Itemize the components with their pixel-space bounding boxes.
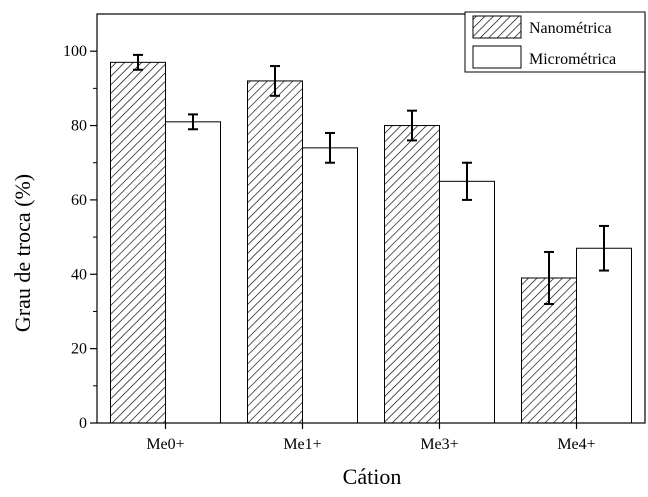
legend-label-nanometrica: Nanométrica bbox=[529, 20, 612, 37]
y-tick-label: 60 bbox=[71, 192, 87, 209]
y-tick-label: 80 bbox=[71, 118, 87, 135]
x-tick-label: Me4+ bbox=[557, 436, 595, 453]
bars-layer bbox=[110, 61, 632, 424]
x-tick-label: Me0+ bbox=[146, 436, 184, 453]
y-tick-label: 20 bbox=[71, 341, 87, 358]
bar-nanometrica-me0plus bbox=[110, 61, 166, 424]
error-bar-nanometrica-me0plus bbox=[133, 53, 143, 71]
legend-swatch-nanometrica bbox=[472, 15, 522, 39]
y-tick-label: 40 bbox=[71, 266, 87, 283]
y-tick-label: 0 bbox=[79, 415, 87, 432]
error-bar-micrometrica-me3plus bbox=[462, 161, 472, 201]
bar-nanometrica-me1plus bbox=[247, 80, 303, 424]
x-tick-label: Me3+ bbox=[420, 436, 458, 453]
bar-micrometrica-me1plus bbox=[302, 147, 358, 424]
error-bar-micrometrica-me1plus bbox=[325, 131, 335, 164]
axes-layer: 0 20 40 60 80 100 Me0+ Me1+ Me3+ Me4+ bbox=[63, 13, 646, 453]
error-bar-micrometrica-me4plus bbox=[599, 224, 609, 272]
axes-frame bbox=[96, 13, 646, 424]
y-axis-title: Grau de troca (%) bbox=[10, 174, 35, 332]
error-bar-nanometrica-me3plus bbox=[407, 109, 417, 142]
x-axis-title: Cátion bbox=[343, 464, 402, 489]
error-bars-layer bbox=[133, 53, 609, 306]
error-bar-nanometrica-me1plus bbox=[270, 65, 280, 97]
legend-swatch-micrometrica bbox=[472, 45, 522, 69]
x-tick-label: Me1+ bbox=[283, 436, 321, 453]
bar-micrometrica-me3plus bbox=[439, 180, 495, 424]
error-bar-nanometrica-me4plus bbox=[544, 250, 554, 306]
error-bar-micrometrica-me0plus bbox=[188, 113, 198, 131]
bar-micrometrica-me4plus bbox=[576, 247, 632, 424]
bar-micrometrica-me0plus bbox=[165, 121, 221, 424]
legend: Nanométrica Micrométrica bbox=[464, 11, 646, 73]
y-tick-label: 100 bbox=[63, 43, 87, 60]
legend-label-micrometrica: Micrométrica bbox=[529, 51, 616, 68]
bar-nanometrica-me3plus bbox=[384, 125, 440, 424]
